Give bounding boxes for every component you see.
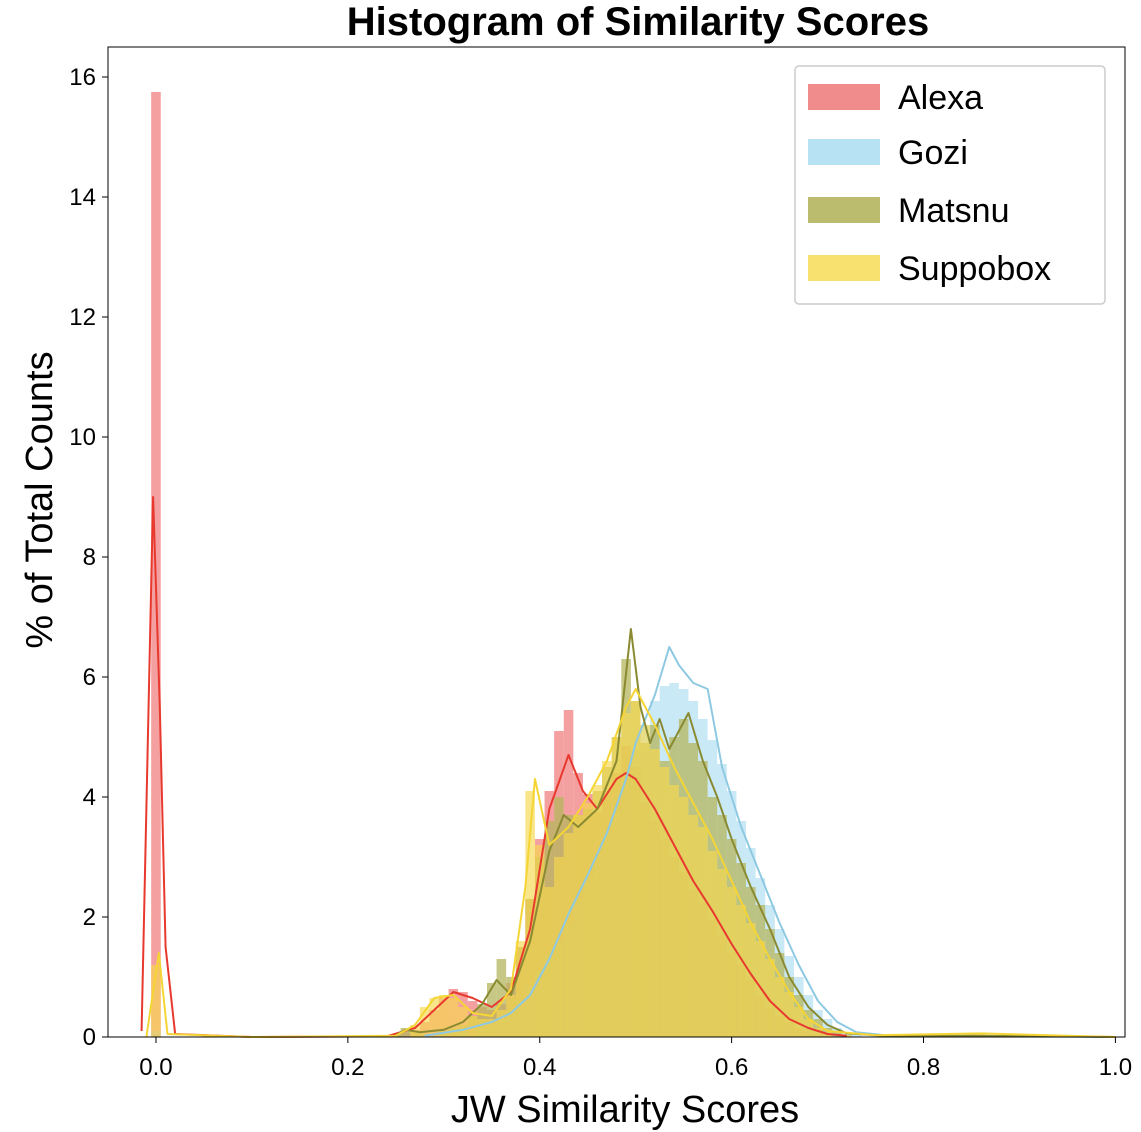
suppobox-bar bbox=[698, 827, 708, 1037]
suppobox-bar bbox=[813, 1028, 823, 1037]
x-tick-label: 0.6 bbox=[715, 1054, 748, 1081]
gozi-bar bbox=[870, 1035, 881, 1037]
y-tick-label: 2 bbox=[83, 904, 96, 931]
suppobox-bar bbox=[736, 905, 747, 1037]
y-tick-label: 16 bbox=[69, 64, 96, 91]
suppobox-bar bbox=[669, 785, 679, 1037]
y-axis-label: % of Total Counts bbox=[19, 351, 61, 648]
y-tick-label: 6 bbox=[83, 664, 96, 691]
suppobox-bar bbox=[707, 851, 718, 1037]
suppobox-kde-line bbox=[145, 688, 1116, 1038]
suppobox-bar bbox=[611, 737, 622, 1037]
suppobox-bar bbox=[688, 815, 699, 1037]
suppobox-bar bbox=[515, 941, 526, 1037]
suppobox-bar bbox=[602, 761, 612, 1037]
suppobox-bar bbox=[439, 995, 449, 1037]
suppobox-bar bbox=[534, 845, 545, 1037]
y-tick-label: 4 bbox=[83, 784, 96, 811]
suppobox-bar bbox=[794, 1007, 804, 1037]
y-tick-label: 0 bbox=[83, 1024, 96, 1051]
suppobox-bar bbox=[678, 797, 689, 1037]
x-tick-label: 0.4 bbox=[523, 1054, 556, 1081]
y-tick-label: 14 bbox=[69, 184, 96, 211]
matsnu-legend-label: Matsnu bbox=[898, 192, 1010, 230]
suppobox-bar bbox=[419, 1007, 430, 1037]
suppobox-bar bbox=[554, 857, 564, 1037]
matsnu-kde-line bbox=[395, 628, 1116, 1038]
plot-frame bbox=[107, 46, 1126, 1038]
suppobox-bar bbox=[659, 767, 670, 1037]
matsnu-bar bbox=[400, 1028, 411, 1037]
suppobox-bar bbox=[650, 749, 660, 1037]
gozi-legend-label: Gozi bbox=[898, 134, 968, 172]
suppobox-bar bbox=[525, 791, 535, 1037]
suppobox-bar bbox=[573, 815, 583, 1037]
suppobox-bar bbox=[486, 1019, 497, 1037]
alexa-legend-swatch bbox=[808, 84, 880, 110]
x-tick-label: 0.8 bbox=[907, 1054, 940, 1081]
y-axis: 0 2 4 6 8 10 12 14 16 bbox=[69, 64, 108, 1051]
suppobox-bar bbox=[496, 1010, 507, 1037]
suppobox-bar bbox=[151, 965, 161, 1037]
chart-title: Histogram of Similarity Scores bbox=[347, 0, 929, 44]
suppobox-bar bbox=[774, 977, 785, 1037]
matsnu-bar bbox=[486, 983, 497, 1037]
gozi-legend-swatch bbox=[808, 139, 880, 165]
suppobox-bar bbox=[477, 1019, 487, 1037]
suppobox-bar bbox=[582, 803, 593, 1037]
gozi-kde-line bbox=[424, 646, 1116, 1038]
suppobox-bar bbox=[765, 959, 775, 1037]
suppobox-bar bbox=[726, 887, 737, 1037]
suppobox-bar bbox=[640, 725, 651, 1037]
suppobox-bar bbox=[448, 998, 459, 1037]
series-layer bbox=[140, 92, 1116, 1038]
suppobox-bar bbox=[429, 998, 439, 1037]
suppobox-bar bbox=[784, 992, 794, 1037]
gozi-bar bbox=[851, 1034, 862, 1037]
legend: Alexa Gozi Matsnu Suppobox bbox=[794, 65, 1106, 305]
suppobox-legend-swatch bbox=[808, 255, 880, 281]
x-tick-label: 0.2 bbox=[331, 1054, 364, 1081]
matsnu-bar bbox=[496, 959, 507, 1037]
y-tick-label: 10 bbox=[69, 424, 96, 451]
matsnu-legend-swatch bbox=[808, 197, 880, 223]
suppobox-bar bbox=[630, 701, 641, 1037]
suppobox-bar bbox=[621, 713, 631, 1037]
suppobox-bar bbox=[746, 923, 756, 1037]
suppobox-bar bbox=[841, 1035, 852, 1037]
x-tick-label: 1.0 bbox=[1099, 1054, 1132, 1081]
suppobox-bar bbox=[717, 869, 727, 1037]
y-tick-label: 8 bbox=[83, 544, 96, 571]
suppobox-bar bbox=[563, 833, 574, 1037]
series-suppobox bbox=[151, 701, 986, 1037]
suppobox-bar bbox=[592, 785, 603, 1037]
y-tick-label: 12 bbox=[69, 304, 96, 331]
x-axis-label: JW Similarity Scores bbox=[451, 1089, 799, 1131]
suppobox-bar bbox=[544, 887, 555, 1037]
alexa-legend-label: Alexa bbox=[898, 79, 983, 117]
legend-frame bbox=[794, 65, 1106, 305]
gozi-bar bbox=[841, 1032, 852, 1037]
x-axis: 0.0 0.2 0.4 0.6 0.8 1.0 bbox=[139, 1037, 1132, 1081]
suppobox-bar bbox=[506, 995, 516, 1037]
x-tick-label: 0.0 bbox=[139, 1054, 172, 1081]
suppobox-legend-label: Suppobox bbox=[898, 250, 1051, 288]
